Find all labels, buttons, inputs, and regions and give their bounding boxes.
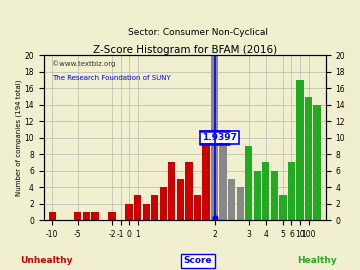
Bar — [83, 212, 90, 220]
Text: Healthy: Healthy — [297, 256, 337, 265]
Text: 1.9397: 1.9397 — [202, 133, 237, 142]
Bar — [74, 212, 81, 220]
Bar — [91, 212, 99, 220]
Bar — [202, 138, 210, 220]
Bar — [279, 195, 287, 220]
Text: Unhealthy: Unhealthy — [21, 256, 73, 265]
Text: Score: Score — [184, 256, 212, 265]
Text: ©www.textbiz.org: ©www.textbiz.org — [52, 60, 116, 67]
Bar — [211, 55, 218, 220]
Bar — [177, 179, 184, 220]
Bar — [262, 163, 270, 220]
Bar — [168, 163, 175, 220]
Bar — [108, 212, 116, 220]
Bar — [237, 187, 244, 220]
Text: Sector: Consumer Non-Cyclical: Sector: Consumer Non-Cyclical — [128, 28, 268, 37]
Bar — [220, 138, 227, 220]
Bar — [271, 171, 278, 220]
Bar — [288, 163, 295, 220]
Title: Z-Score Histogram for BFAM (2016): Z-Score Histogram for BFAM (2016) — [93, 45, 277, 55]
Bar — [305, 97, 312, 220]
Bar — [125, 204, 133, 220]
Bar — [143, 204, 150, 220]
Bar — [314, 105, 321, 220]
Bar — [296, 80, 303, 220]
Y-axis label: Number of companies (194 total): Number of companies (194 total) — [15, 80, 22, 196]
Text: The Research Foundation of SUNY: The Research Foundation of SUNY — [52, 75, 171, 81]
Bar — [134, 195, 141, 220]
Bar — [245, 146, 252, 220]
Bar — [194, 195, 201, 220]
Bar — [49, 212, 56, 220]
Bar — [228, 179, 235, 220]
Bar — [254, 171, 261, 220]
Bar — [159, 187, 167, 220]
Bar — [151, 195, 158, 220]
Bar — [185, 163, 193, 220]
